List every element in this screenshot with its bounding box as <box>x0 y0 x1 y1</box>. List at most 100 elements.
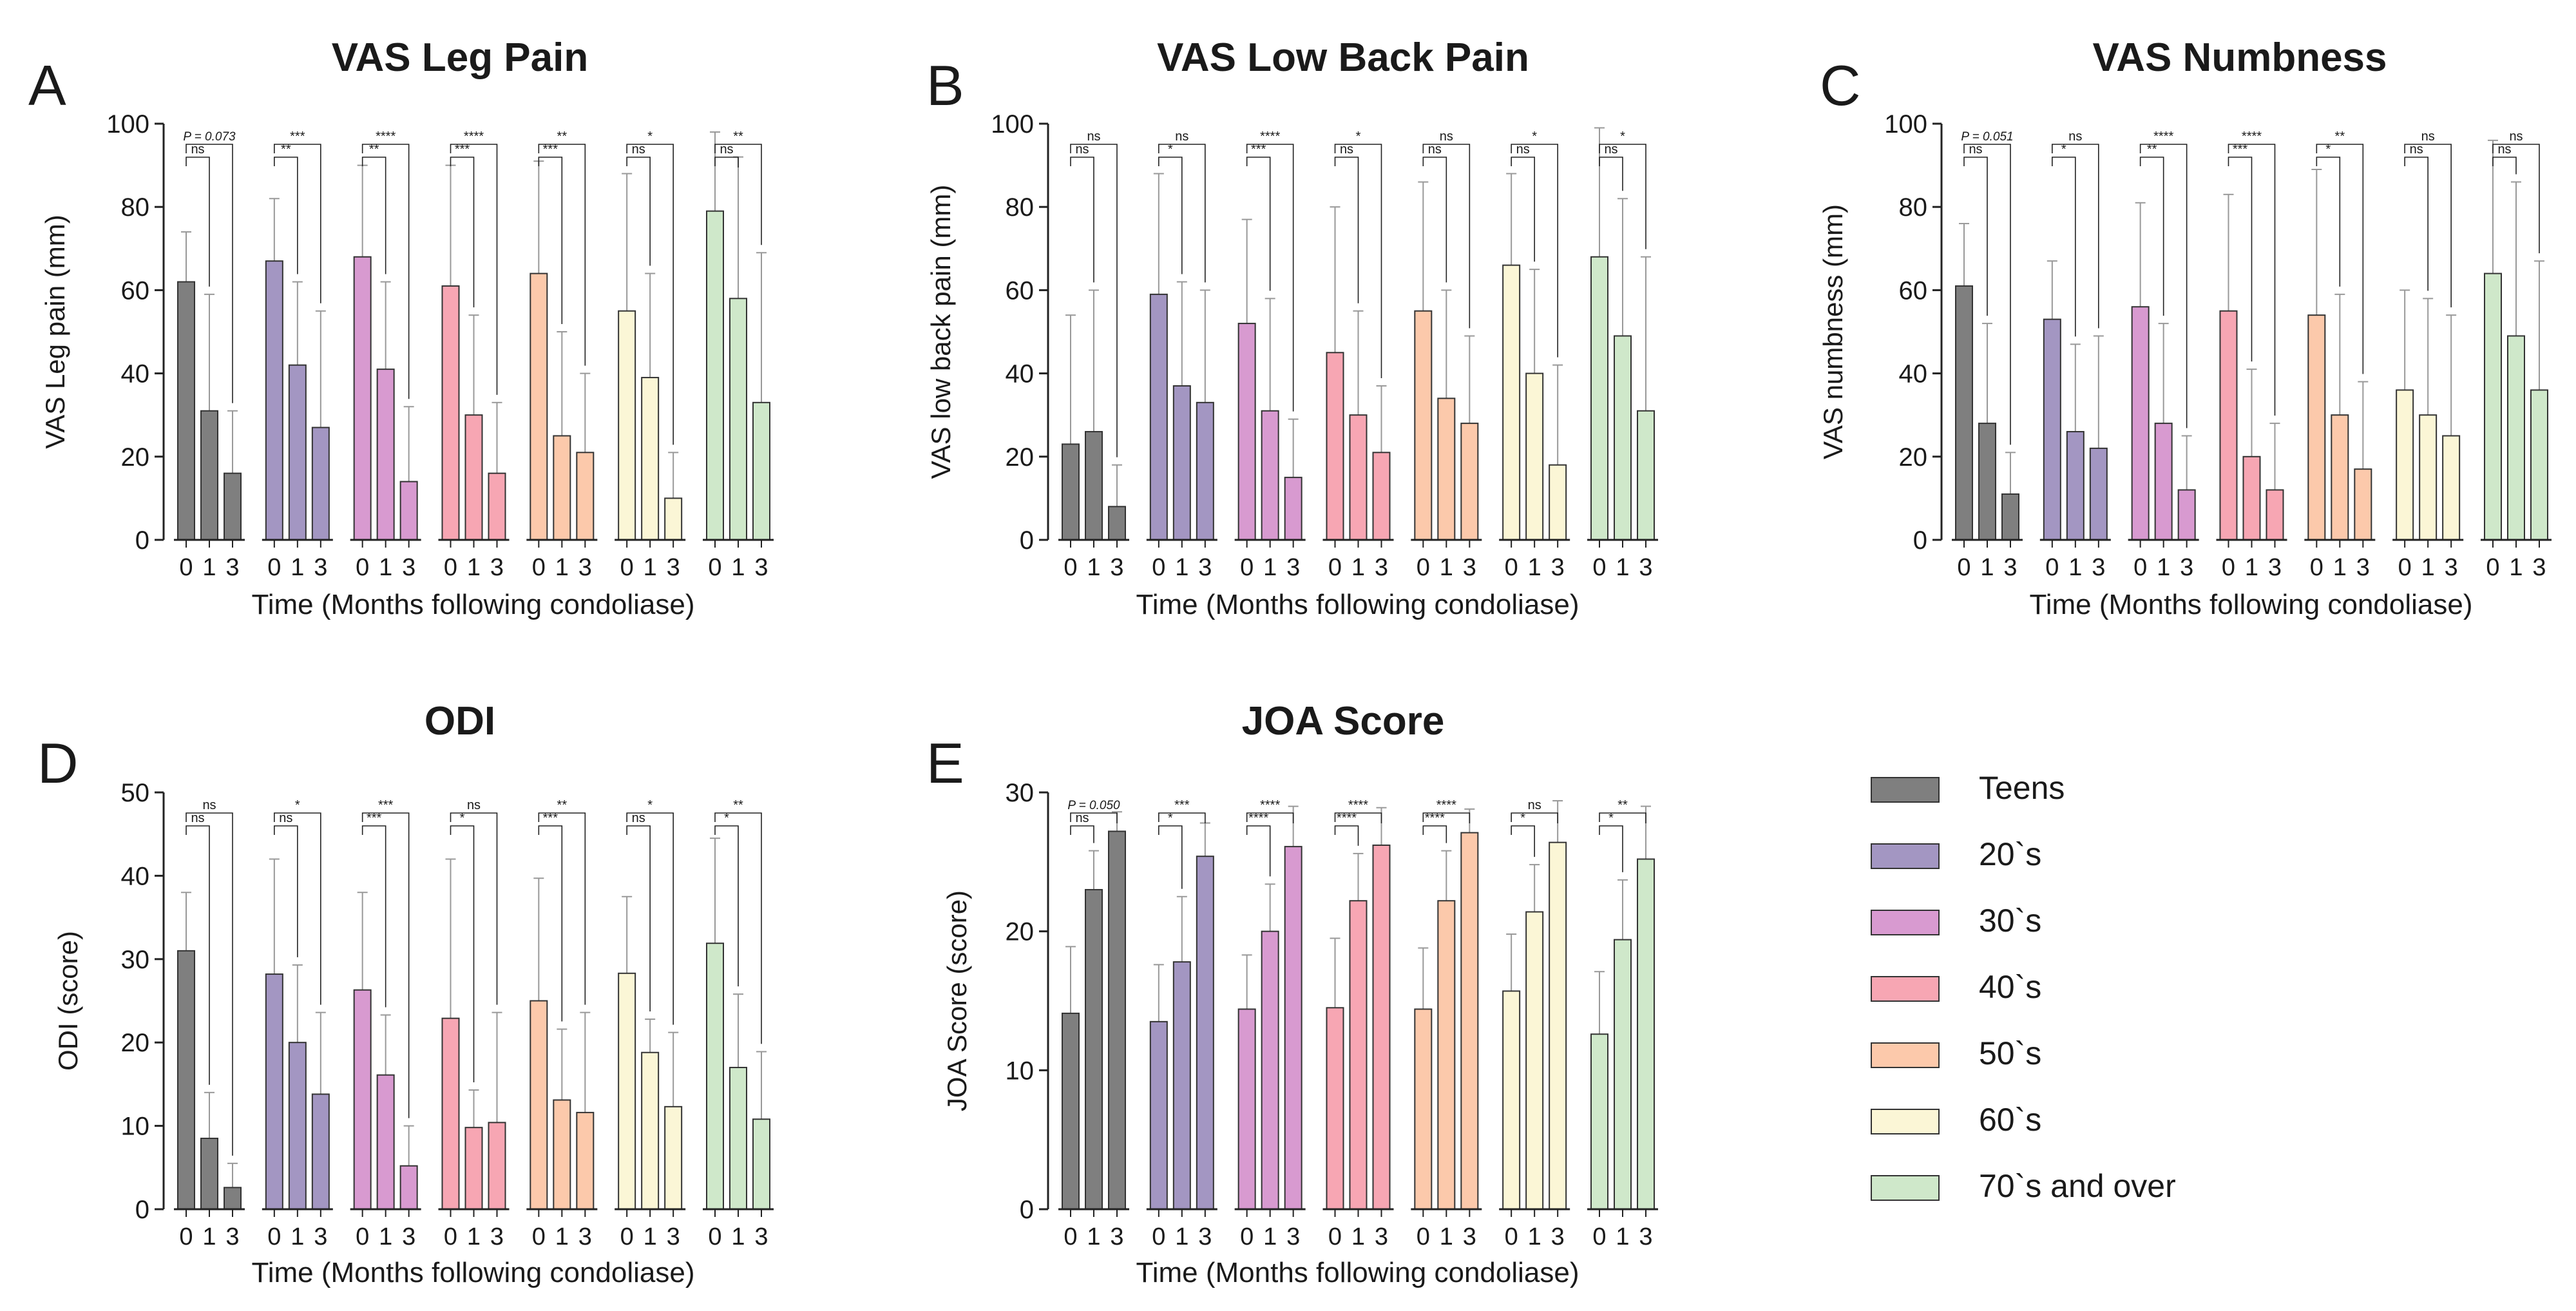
bar <box>530 1000 548 1210</box>
legend-swatch <box>1871 843 1940 869</box>
sig-label-0-3: * <box>1620 129 1625 144</box>
bar-group: 0 1 3 ****** <box>2128 129 2199 581</box>
bar <box>1549 464 1567 541</box>
bar-group: 0 1 3 ns* <box>1587 127 1658 581</box>
sig-bracket-0-1 <box>1422 157 1447 283</box>
sig-label-0-3: ns <box>1528 798 1541 812</box>
x-tick-label: 0 <box>2486 554 2499 581</box>
bar <box>641 1051 660 1211</box>
legend-label: 50`s <box>1979 1035 2041 1071</box>
sig-label-0-3: **** <box>2153 129 2173 144</box>
bar <box>2001 493 2019 541</box>
y-tick-label: 60 <box>1006 276 1035 305</box>
x-tick-label: 3 <box>1639 554 1652 581</box>
sig-label-0-1: ns <box>1516 142 1530 157</box>
x-tick-label: 3 <box>490 554 504 581</box>
sig-label-0-3: ns <box>467 798 481 812</box>
y-tick-label: 20 <box>1006 443 1035 472</box>
bar <box>399 1165 418 1211</box>
sig-label-0-3: * <box>647 798 653 812</box>
bar <box>2530 389 2548 541</box>
bar <box>641 377 660 541</box>
x-tick-label: 3 <box>578 554 592 581</box>
bar <box>1284 477 1302 541</box>
bar <box>2266 489 2284 541</box>
x-tick-label: 3 <box>314 1223 327 1250</box>
bar <box>1978 423 1996 541</box>
bar <box>1196 856 1214 1210</box>
sig-bracket-0-1 <box>1422 825 1447 843</box>
legend-swatch <box>1871 910 1940 935</box>
bar-group: 0 1 3 ***** <box>262 129 333 581</box>
x-tick-label: 1 <box>2333 554 2347 581</box>
bar-group: 0 1 3 *ns <box>1146 129 1217 581</box>
bar <box>1637 858 1655 1210</box>
legend-label: 70`s and over <box>1979 1168 2176 1204</box>
legend-swatch <box>1871 777 1940 803</box>
bar <box>729 298 747 541</box>
y-tick-label: 60 <box>1899 276 1928 305</box>
bar <box>2089 447 2108 541</box>
x-tick-label: 0 <box>444 1223 457 1250</box>
y-tick-label: 80 <box>1006 193 1035 222</box>
bar <box>1955 285 1973 541</box>
bar <box>2154 423 2173 541</box>
x-tick-label: 1 <box>731 1223 745 1250</box>
bar <box>1108 830 1126 1211</box>
bar <box>1237 1008 1256 1210</box>
bar-group: 0 1 3 ****** <box>350 798 421 1250</box>
bar-group: 0 1 3 ns* <box>1322 129 1394 581</box>
bar <box>1437 900 1456 1210</box>
bar <box>200 410 218 541</box>
x-tick-label: 1 <box>291 554 304 581</box>
sig-label-0-1: ns <box>1075 811 1089 825</box>
sig-bracket-0-1 <box>1158 157 1183 274</box>
bar-group: 0 1 3 *ns <box>1499 798 1570 1250</box>
sig-bracket-0-3 <box>1246 144 1294 412</box>
sig-label-0-1: * <box>1520 811 1525 825</box>
x-tick-label: 0 <box>708 1223 721 1250</box>
sig-label-0-3: ** <box>557 798 568 812</box>
x-tick-label: 0 <box>1328 554 1342 581</box>
x-tick-label: 1 <box>555 554 569 581</box>
y-tick-label: 20 <box>1006 918 1035 946</box>
sig-bracket-0-3 <box>1511 812 1558 823</box>
sig-bracket-0-1 <box>2228 157 2253 362</box>
panel-title: VAS Low Back Pain <box>1157 35 1529 80</box>
x-tick-label: 0 <box>1328 1223 1342 1250</box>
x-tick-label: 3 <box>1639 1223 1652 1250</box>
x-tick-label: 3 <box>225 1223 239 1250</box>
sig-bracket-0-3 <box>2316 144 2364 374</box>
bar-group: 0 1 3 ******** <box>1411 798 1482 1250</box>
sig-bracket-0-1 <box>274 157 298 274</box>
x-tick-label: 3 <box>2356 554 2370 581</box>
bar <box>464 414 483 541</box>
bar <box>1326 1007 1344 1210</box>
sig-bracket-0-3 <box>2139 144 2188 428</box>
bar <box>1172 961 1191 1210</box>
sig-label-0-3: **** <box>2242 129 2262 144</box>
bar <box>2419 414 2438 541</box>
sig-bracket-0-3 <box>714 812 762 1044</box>
sig-label-0-1: * <box>1608 811 1614 825</box>
x-tick-label: 1 <box>644 554 657 581</box>
x-tick-label: 1 <box>2421 554 2435 581</box>
x-tick-label: 3 <box>1375 554 1388 581</box>
bar-group: 0 1 3 nsP = 0.050 <box>1058 799 1129 1250</box>
sig-bracket-0-3 <box>1422 144 1471 329</box>
sig-bracket-0-1 <box>361 157 386 274</box>
x-tick-label: 0 <box>1505 554 1518 581</box>
x-tick-label: 1 <box>1440 554 1453 581</box>
y-tick-label: 10 <box>1006 1057 1035 1085</box>
bar-group: 0 1 3 ns* <box>615 798 686 1250</box>
bar <box>2066 431 2085 541</box>
sig-label-0-3: * <box>1532 129 1537 144</box>
sig-bracket-0-1 <box>1334 825 1359 846</box>
sig-label-0-3: ns <box>1440 129 1453 144</box>
bar <box>1460 423 1479 541</box>
bar <box>706 943 724 1210</box>
sig-label-0-3: ** <box>733 798 743 812</box>
bar <box>729 1067 747 1211</box>
